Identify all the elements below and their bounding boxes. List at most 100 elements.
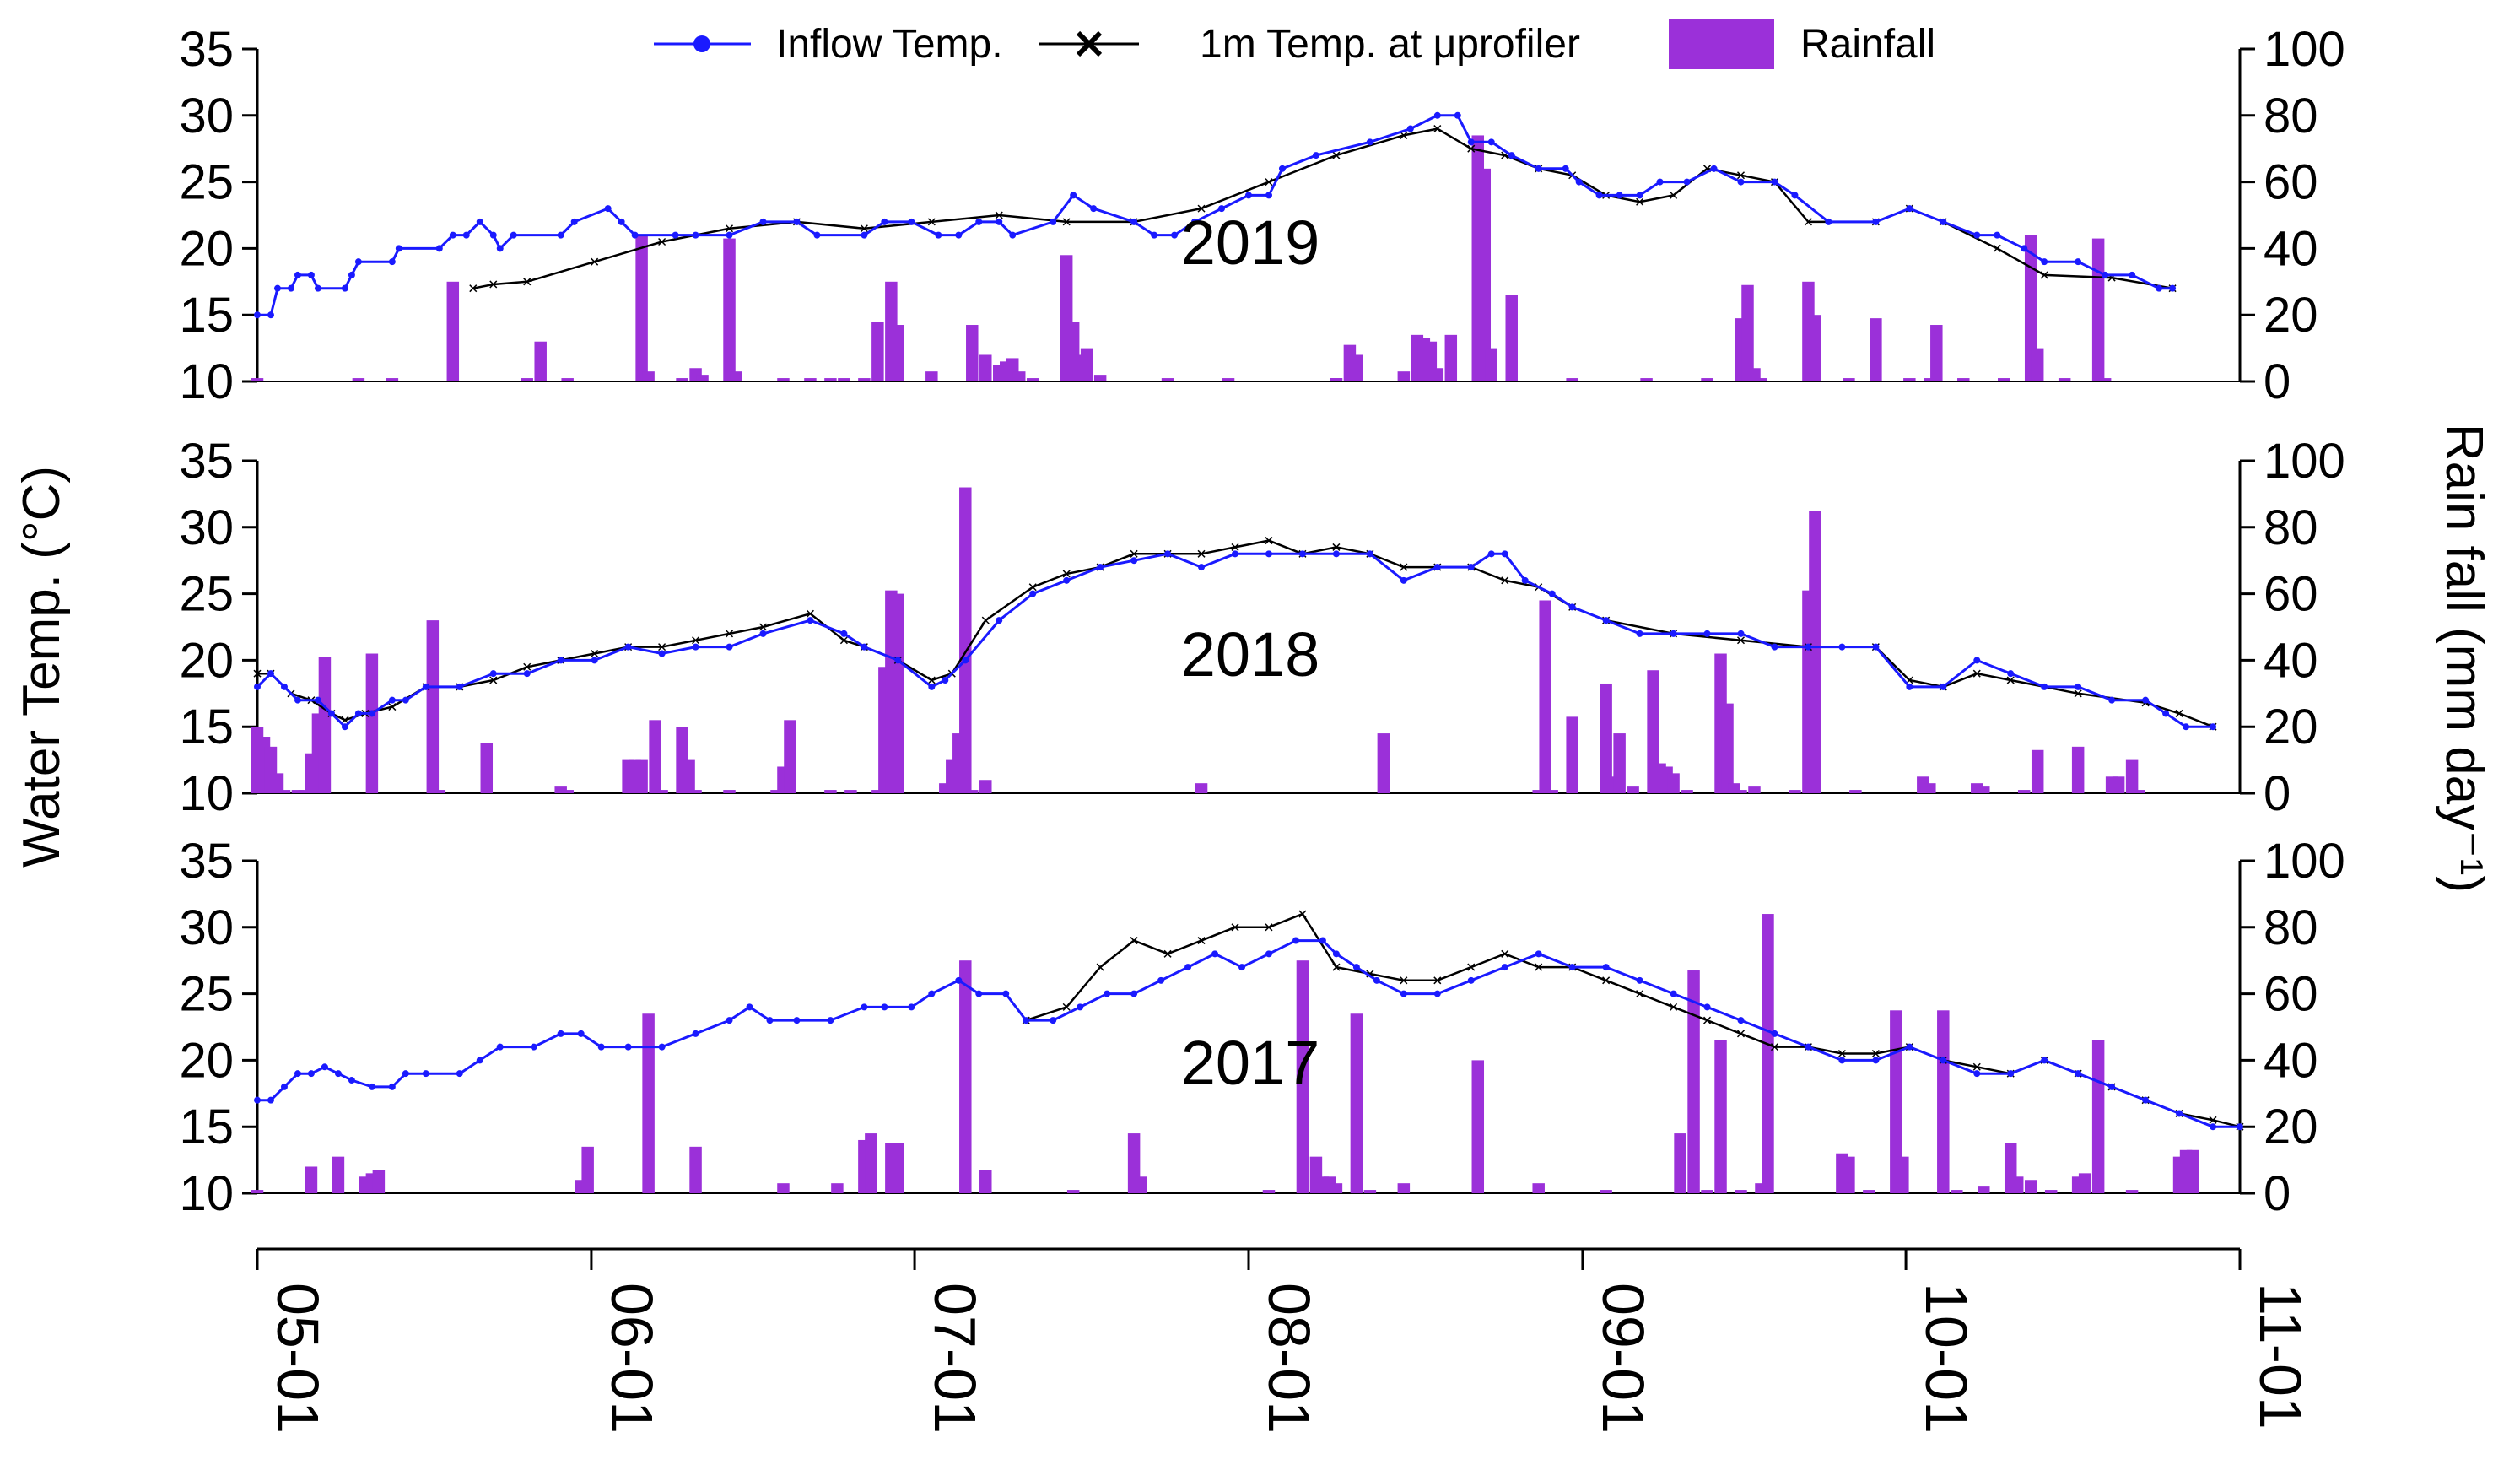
inflow-point (881, 218, 888, 225)
rain-bar (2024, 235, 2037, 381)
rain-bar (676, 378, 688, 381)
inflow-point (935, 231, 942, 239)
inflow-point (1467, 976, 1475, 984)
y-left-tick-label: 10 (179, 354, 234, 409)
rain-bar (1849, 790, 1862, 793)
rain-bar (2098, 378, 2112, 381)
inflow-point (476, 1057, 483, 1064)
rain-bar (1687, 970, 1700, 1193)
inflow-point (1535, 165, 1542, 172)
inflow-point (1940, 1057, 1947, 1064)
inflow-point (1487, 550, 1495, 558)
rain-bar (386, 378, 399, 381)
inflow-point (1595, 192, 1603, 199)
rain-bar (683, 759, 695, 793)
inflow-point (861, 1003, 868, 1011)
y-right-tick-label: 100 (2264, 434, 2345, 489)
inflow-point (1670, 990, 1677, 997)
inflow-point (1050, 218, 1057, 225)
rain-bar (831, 1183, 844, 1193)
inflow-point (1009, 231, 1017, 239)
rain-bar (1957, 378, 1970, 381)
inflow-point (557, 657, 564, 664)
rain-bar (892, 1143, 904, 1193)
inflow-point (530, 1043, 537, 1051)
rain-bar (561, 378, 574, 381)
inflow-point (267, 670, 274, 678)
rain-bar (1330, 378, 1343, 381)
rain-bar (642, 1013, 655, 1193)
profiler-point (1332, 151, 1341, 159)
inflow-point (2210, 723, 2217, 731)
rain-bar (352, 378, 365, 381)
rain-bar (581, 1146, 594, 1193)
profiler-point (995, 211, 1003, 219)
rain-bar (480, 743, 494, 793)
rain-bar (635, 759, 648, 793)
rain-bar (1222, 378, 1235, 381)
rain-bar (979, 354, 992, 381)
inflow-point (1002, 990, 1010, 997)
profiler-point (927, 218, 936, 226)
rain-bar (1012, 371, 1026, 381)
rain-bar (642, 371, 655, 381)
inflow-point (388, 1083, 396, 1090)
inflow-point (294, 696, 301, 704)
inflow-point (1521, 576, 1529, 584)
inflow-point (1400, 576, 1407, 584)
inflow-point (759, 218, 767, 225)
rain-bar (1566, 378, 1578, 381)
rain-bar (824, 378, 837, 381)
inflow-point (422, 683, 429, 690)
profiler-point (725, 630, 734, 638)
inflow-point (1050, 1017, 1057, 1024)
inflow-point (1198, 564, 1206, 571)
rain-bar (426, 620, 440, 793)
rain-bar (966, 325, 979, 381)
inflow-point (881, 1003, 888, 1011)
inflow-point (1104, 990, 1111, 997)
inflow-point (1352, 964, 1360, 971)
inflow-point (496, 245, 504, 252)
x-tick-label: 10-01 (1913, 1283, 1979, 1434)
inflow-point (1771, 1030, 1778, 1037)
inflow-point (793, 218, 801, 225)
inflow-point (2041, 683, 2048, 690)
y-right-tick-label: 60 (2264, 155, 2318, 210)
inflow-point (1548, 590, 1556, 597)
inflow-point (1467, 138, 1475, 146)
inflow-point (1994, 231, 2001, 239)
rain-bar (1843, 1156, 1855, 1193)
rain-bar (2017, 790, 2031, 793)
inflow-point (489, 231, 497, 239)
inflow-point (1433, 564, 1441, 571)
profiler-point (1197, 204, 1206, 213)
inflow-point (840, 630, 848, 637)
inflow-point (2041, 1057, 2048, 1064)
inflow-point (1656, 178, 1664, 186)
inflow-point (955, 976, 963, 984)
inflow-point (766, 1017, 774, 1024)
rain-bar (1066, 1190, 1080, 1193)
inflow-point (658, 650, 666, 657)
profiler-point (1163, 949, 1172, 958)
y-right-tick-label: 80 (2264, 89, 2318, 143)
rain-bar (2132, 790, 2145, 793)
profiler-point (1265, 923, 1273, 932)
inflow-point (1130, 990, 1138, 997)
inflow-point (1973, 657, 1981, 664)
rain-bar (865, 1133, 877, 1193)
inflow-point (341, 284, 348, 292)
inflow-point (1683, 178, 1691, 186)
inflow-point (1070, 192, 1077, 199)
rain-bar (1667, 773, 1680, 793)
legend-profiler-label: 1m Temp. at μprofiler (1200, 22, 1580, 67)
x-tick-label: 05-01 (265, 1283, 331, 1434)
rain-bar (1714, 1040, 1727, 1193)
rain-bar (649, 720, 661, 793)
rain-bar (979, 1170, 992, 1193)
profiler-point (927, 676, 936, 684)
inflow-point (1737, 178, 1745, 186)
inflow-point (1771, 643, 1778, 651)
profiler-point (1433, 976, 1442, 985)
